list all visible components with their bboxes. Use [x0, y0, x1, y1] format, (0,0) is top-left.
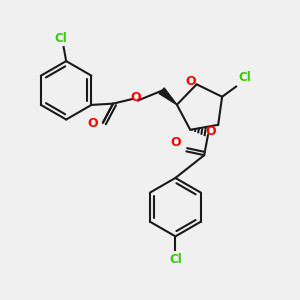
Text: O: O [87, 118, 98, 130]
Text: O: O [130, 91, 141, 104]
Polygon shape [159, 88, 177, 105]
Text: Cl: Cl [169, 253, 182, 266]
Text: O: O [185, 75, 196, 88]
Text: O: O [171, 136, 181, 149]
Text: Cl: Cl [238, 71, 251, 84]
Text: Cl: Cl [55, 32, 68, 45]
Text: O: O [205, 124, 216, 137]
